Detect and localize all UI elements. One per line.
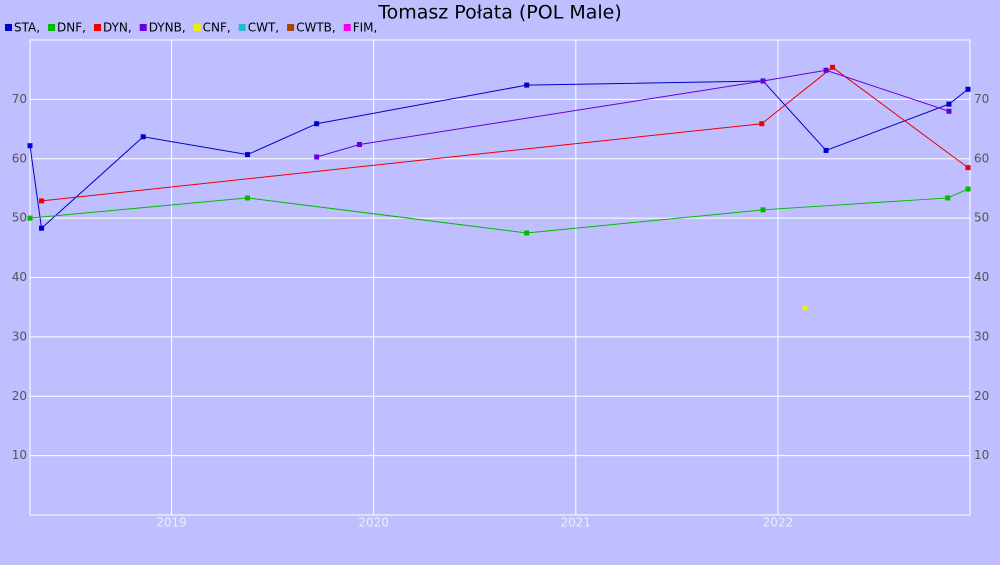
y2-tick-label: 70 — [974, 92, 989, 106]
y2-tick-label: 50 — [974, 211, 989, 225]
data-point — [760, 78, 766, 84]
y-tick-label: 40 — [12, 270, 27, 284]
data-point — [760, 207, 766, 213]
y2-tick-label: 10 — [974, 448, 989, 462]
y-tick-label: 60 — [12, 151, 27, 165]
legend-swatch — [238, 24, 246, 31]
y2-tick-label: 30 — [974, 329, 989, 343]
data-point — [823, 147, 829, 153]
legend-swatch — [193, 24, 201, 31]
y2-tick-label: 20 — [974, 389, 989, 403]
data-point — [945, 195, 951, 201]
series-line — [29, 80, 969, 230]
data-point — [39, 225, 45, 231]
legend-label: CNF, — [203, 21, 231, 35]
y2-tick-label: 40 — [974, 270, 989, 284]
legend-swatch — [343, 24, 351, 31]
legend-swatch — [287, 24, 295, 31]
legend-label: DNF, — [57, 21, 86, 35]
data-point — [759, 121, 765, 127]
chart-title: Tomasz Połata (POL Male) — [377, 2, 622, 24]
data-point — [357, 142, 363, 147]
data-point — [830, 64, 836, 70]
legend-label: DYNB, — [149, 21, 186, 35]
legend-label: FIM, — [353, 21, 378, 35]
data-point — [245, 152, 251, 158]
data-point — [27, 215, 33, 221]
y-tick-label: 10 — [12, 448, 27, 462]
y-tick-label: 20 — [12, 389, 27, 403]
legend-label: DYN, — [103, 21, 132, 35]
y2-tick-label: 60 — [974, 151, 989, 165]
data-point — [946, 101, 952, 107]
data-point — [802, 305, 808, 311]
legend-swatch — [93, 24, 101, 31]
data-point — [314, 154, 320, 160]
x-tick-label: 2020 — [358, 516, 389, 530]
data-point — [524, 82, 530, 88]
y-tick-label: 50 — [12, 211, 27, 225]
data-point — [245, 195, 251, 201]
x-tick-label: 2022 — [763, 516, 794, 530]
data-point — [965, 165, 971, 171]
legend-label: STA, — [14, 21, 40, 35]
legend-label: CWT, — [248, 21, 279, 35]
legend-swatch — [139, 24, 147, 31]
data-point — [823, 67, 829, 73]
data-point — [965, 186, 971, 192]
y-tick-label: 70 — [12, 92, 27, 106]
legend-swatch — [5, 24, 12, 31]
data-point — [946, 108, 952, 114]
data-point — [27, 143, 33, 149]
legend-swatch — [48, 24, 56, 31]
x-tick-label: 2021 — [561, 516, 592, 530]
data-point — [524, 230, 530, 236]
data-point — [39, 198, 45, 204]
y-tick-label: 30 — [12, 329, 27, 343]
series-line — [41, 66, 969, 202]
legend-label: CWTB, — [296, 21, 336, 35]
x-tick-label: 2019 — [156, 516, 187, 530]
data-point — [140, 134, 146, 140]
data-point — [965, 86, 971, 92]
series-line — [29, 188, 969, 234]
data-point — [314, 121, 320, 127]
